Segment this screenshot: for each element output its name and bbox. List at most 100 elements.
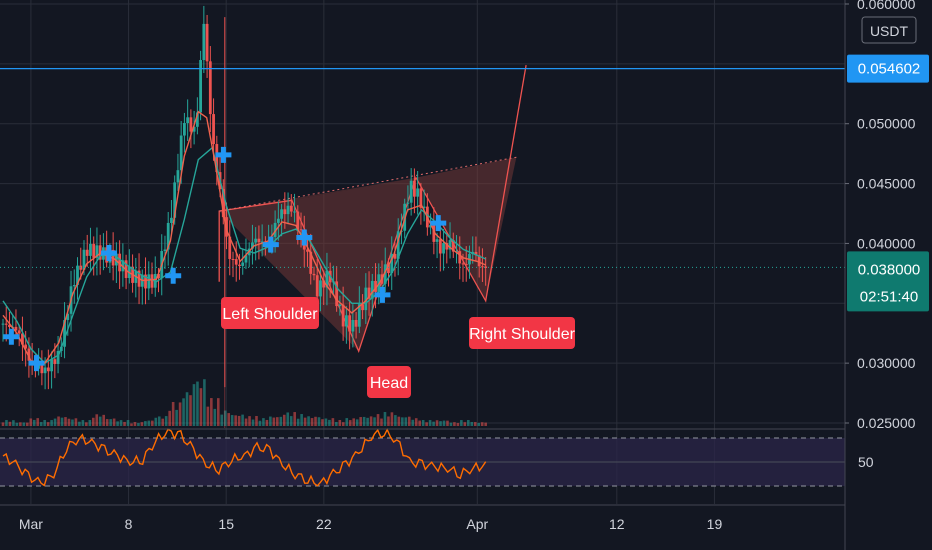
- candle-body: [484, 266, 488, 268]
- volume-bar: [383, 412, 387, 426]
- signal-marker-icon: [215, 146, 232, 163]
- volume-bar: [286, 412, 290, 426]
- candle-body: [95, 245, 99, 258]
- level-price-box: [847, 54, 929, 83]
- level-price-label: 0.054602: [858, 61, 921, 78]
- moving-averages: [2, 110, 486, 364]
- volume-bar: [12, 420, 15, 426]
- volume-bar: [435, 420, 439, 426]
- time-tick-label: 12: [609, 516, 625, 532]
- volume-bar: [43, 420, 46, 426]
- candle-body: [273, 222, 277, 237]
- volume-bar: [182, 398, 185, 426]
- candle-body: [215, 144, 219, 173]
- volume-bar: [78, 421, 81, 426]
- volume-bar: [331, 418, 335, 426]
- volume-bar: [36, 418, 40, 426]
- candle-body: [442, 243, 445, 254]
- candle-body: [157, 273, 160, 279]
- signal-marker-icon: [296, 229, 313, 246]
- volume-bar: [210, 398, 213, 426]
- volume-bar: [463, 422, 467, 426]
- volume-bar: [314, 416, 317, 426]
- volume-bar: [456, 423, 460, 426]
- candle-body: [383, 264, 387, 284]
- time-tick-label: 8: [125, 516, 133, 532]
- volume-bar: [428, 420, 432, 426]
- volume-bar: [203, 379, 206, 426]
- candle-body: [390, 253, 394, 274]
- volume-bar: [15, 422, 19, 426]
- volume-bar: [234, 415, 237, 426]
- volume-bar: [109, 419, 112, 426]
- candle-body: [322, 280, 326, 288]
- candle-body: [173, 182, 177, 218]
- volume-bar: [265, 419, 269, 426]
- volume-bar: [147, 420, 151, 426]
- candle-body: [374, 280, 377, 292]
- rsi-panel: [0, 427, 932, 487]
- volume-bar: [442, 420, 446, 426]
- head-and-shoulders-pattern: [218, 64, 527, 354]
- candle-body: [432, 224, 436, 242]
- candle-body: [341, 304, 345, 327]
- volume-bar: [359, 417, 362, 426]
- candle-body: [199, 60, 203, 113]
- volume-bar: [449, 422, 453, 426]
- candle-body: [416, 188, 420, 197]
- candle-body: [53, 359, 57, 364]
- volume-bar: [317, 417, 321, 426]
- volume-bar: [366, 417, 369, 426]
- volume-bar: [460, 420, 463, 426]
- volume-bar: [81, 420, 85, 426]
- volume-bar: [26, 422, 29, 426]
- volume-bar: [213, 408, 217, 426]
- candle-body: [241, 262, 245, 266]
- volume-bar: [341, 422, 345, 426]
- head-label-box: [367, 366, 411, 398]
- candle-body: [56, 350, 60, 364]
- candle-body: [325, 270, 329, 288]
- candle-body: [50, 359, 53, 372]
- volume-bar: [22, 422, 26, 426]
- volume-bar: [8, 421, 12, 426]
- volume-bar: [223, 410, 227, 426]
- volume-bar: [269, 416, 272, 426]
- candle-body: [179, 135, 183, 171]
- volume-bar: [119, 420, 123, 426]
- volume-bar: [338, 420, 342, 426]
- volume-bar: [39, 422, 43, 426]
- volume-bar: [470, 422, 474, 426]
- candle-body: [85, 249, 89, 256]
- volume-bar: [199, 388, 203, 426]
- time-tick-label: 22: [316, 516, 332, 532]
- candle-body: [192, 126, 196, 132]
- pattern-labels: Left Shoulder Head Right Shoulder: [221, 297, 576, 398]
- volume-bar: [230, 415, 234, 426]
- candle-body: [76, 265, 79, 285]
- candle-body: [183, 123, 186, 136]
- candle-body: [17, 330, 21, 334]
- volume-bar: [362, 416, 366, 426]
- candle-body: [393, 253, 397, 259]
- volume-bar: [116, 421, 119, 426]
- volume-bar: [133, 422, 137, 426]
- candle-body: [335, 281, 339, 307]
- pattern-fill: [219, 177, 416, 212]
- volume-bar: [307, 416, 310, 426]
- volume-bar: [345, 418, 349, 426]
- candle-body: [195, 112, 199, 127]
- right-shoulder-label-box: [469, 317, 575, 349]
- candle-body: [445, 243, 449, 250]
- candle-body: [234, 259, 238, 265]
- candle-body: [221, 189, 225, 218]
- signal-marker-icon: [101, 245, 118, 262]
- volume-bar: [324, 418, 328, 426]
- candle-body: [208, 61, 212, 115]
- candle-body: [367, 287, 371, 299]
- candle-body: [121, 260, 125, 272]
- volume-bar: [19, 422, 22, 426]
- candle-body: [396, 231, 400, 259]
- candle-body: [293, 211, 296, 213]
- candle-body: [406, 202, 410, 204]
